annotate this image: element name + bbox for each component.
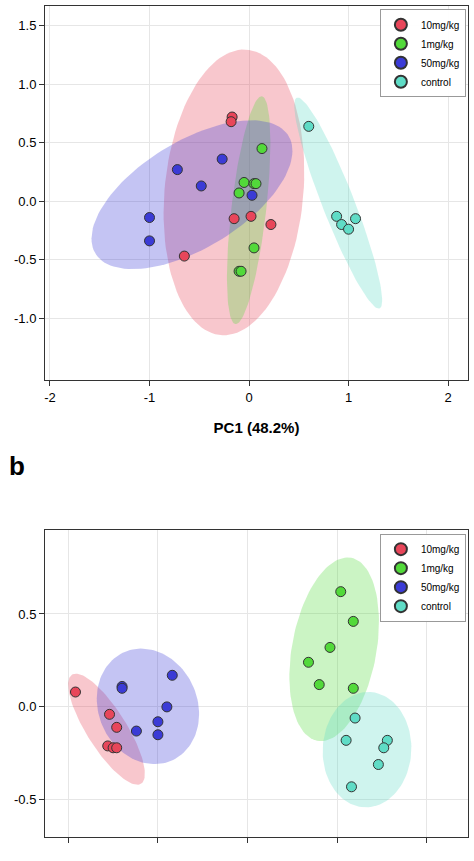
svg-text:control: control bbox=[421, 601, 451, 612]
svg-text:0.0: 0.0 bbox=[18, 699, 36, 714]
svg-text:50mg/kg: 50mg/kg bbox=[421, 58, 459, 69]
svg-text:-0.5: -0.5 bbox=[14, 252, 36, 267]
svg-text:-0.5: -0.5 bbox=[14, 792, 36, 807]
svg-text:1mg/kg: 1mg/kg bbox=[421, 563, 454, 574]
svg-text:1.5: 1.5 bbox=[18, 18, 36, 33]
svg-text:10mg/kg: 10mg/kg bbox=[421, 544, 459, 555]
svg-text:0.5: 0.5 bbox=[18, 607, 36, 622]
svg-text:0.5: 0.5 bbox=[18, 135, 36, 150]
svg-text:-1.0: -1.0 bbox=[14, 311, 36, 326]
svg-text:1.0: 1.0 bbox=[18, 77, 36, 92]
svg-text:0.0: 0.0 bbox=[18, 194, 36, 209]
svg-text:0: 0 bbox=[245, 390, 252, 405]
svg-text:10mg/kg: 10mg/kg bbox=[421, 20, 459, 31]
svg-text:-1: -1 bbox=[144, 390, 156, 405]
svg-text:50mg/kg: 50mg/kg bbox=[421, 582, 459, 593]
svg-text:1: 1 bbox=[345, 390, 352, 405]
svg-text:1mg/kg: 1mg/kg bbox=[421, 39, 454, 50]
svg-text:PC1 (48.2%): PC1 (48.2%) bbox=[214, 419, 300, 436]
svg-text:-2: -2 bbox=[44, 390, 56, 405]
svg-text:control: control bbox=[421, 77, 451, 88]
svg-text:2: 2 bbox=[444, 390, 451, 405]
svg-text:b: b bbox=[9, 451, 25, 481]
